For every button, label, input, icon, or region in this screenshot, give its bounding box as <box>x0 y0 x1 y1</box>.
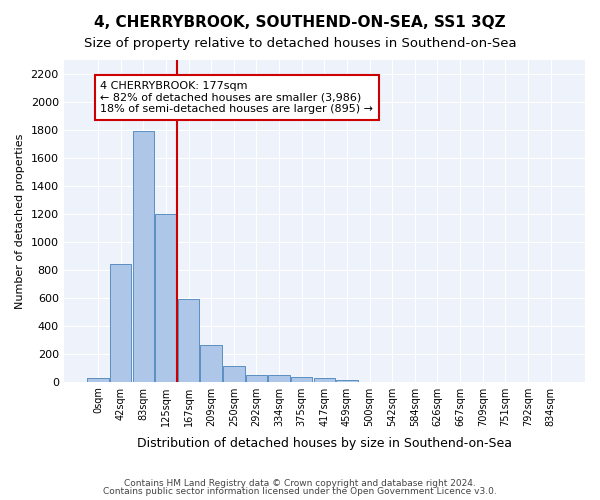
Text: Contains HM Land Registry data © Crown copyright and database right 2024.: Contains HM Land Registry data © Crown c… <box>124 478 476 488</box>
Y-axis label: Number of detached properties: Number of detached properties <box>15 133 25 308</box>
Bar <box>88 378 109 382</box>
Bar <box>291 377 313 382</box>
Bar <box>110 264 131 382</box>
Text: Contains public sector information licensed under the Open Government Licence v3: Contains public sector information licen… <box>103 487 497 496</box>
Bar <box>246 374 267 382</box>
Bar <box>200 346 222 382</box>
Text: Size of property relative to detached houses in Southend-on-Sea: Size of property relative to detached ho… <box>83 38 517 51</box>
Text: 4 CHERRYBROOK: 177sqm
← 82% of detached houses are smaller (3,986)
18% of semi-d: 4 CHERRYBROOK: 177sqm ← 82% of detached … <box>100 81 373 114</box>
Bar <box>314 378 335 382</box>
Bar <box>223 366 245 382</box>
Text: 4, CHERRYBROOK, SOUTHEND-ON-SEA, SS1 3QZ: 4, CHERRYBROOK, SOUTHEND-ON-SEA, SS1 3QZ <box>94 15 506 30</box>
Bar <box>155 214 177 382</box>
Bar <box>268 375 290 382</box>
Bar <box>336 380 358 382</box>
X-axis label: Distribution of detached houses by size in Southend-on-Sea: Distribution of detached houses by size … <box>137 437 512 450</box>
Bar <box>133 132 154 382</box>
Bar <box>178 299 199 382</box>
